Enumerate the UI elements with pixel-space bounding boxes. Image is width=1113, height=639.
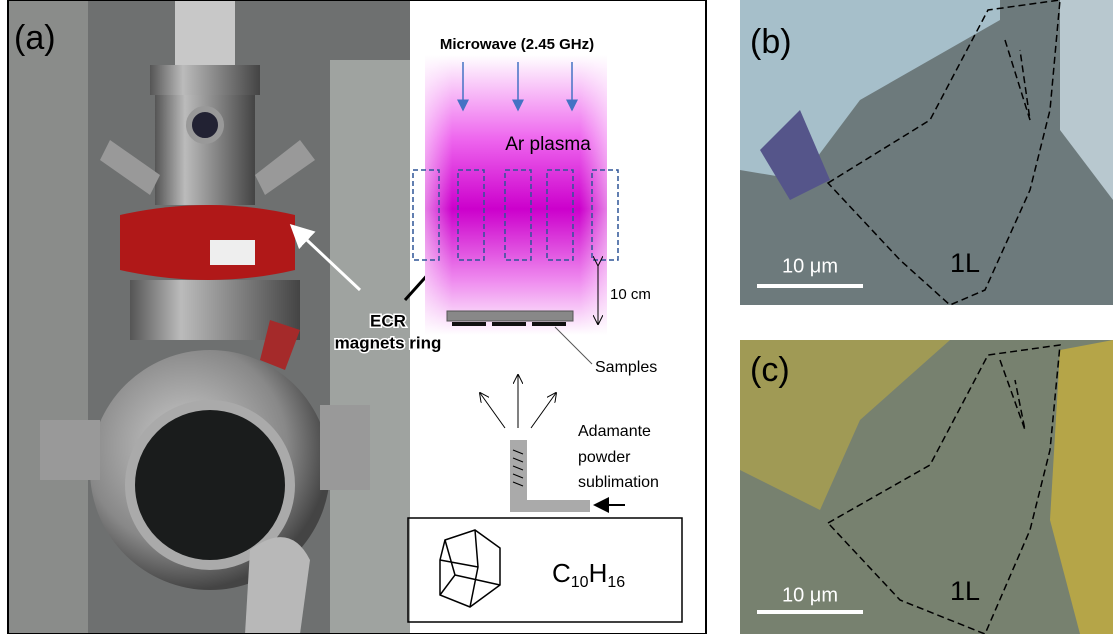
panel-label: (c) (750, 351, 790, 389)
formula-count: 16 (607, 574, 625, 591)
foil-pipe (245, 537, 310, 634)
panel-b: (b) 10 μm 1L (740, 0, 1113, 305)
port (40, 420, 100, 480)
annotation: magnets ring (335, 333, 442, 352)
label-tag (210, 240, 255, 265)
plasma-label: Ar plasma (505, 134, 591, 155)
panel-a: (a) ECR magnets ring (8, 0, 475, 634)
formula-box (408, 518, 682, 622)
panel-label: (b) (750, 23, 792, 61)
figure: (a) ECR magnets ring Microwave (2.45 GHz… (0, 0, 1113, 634)
panel-c: (c) 10 μm 1L (740, 340, 1113, 634)
formula-element: H (589, 558, 608, 588)
layer-label: 1L (950, 248, 980, 278)
layer-label: 1L (950, 576, 980, 606)
flange (150, 65, 260, 95)
sublimation-label: Adamante (578, 423, 651, 440)
sublimation-label: sublimation (578, 474, 659, 491)
distance-label: 10 cm (610, 286, 651, 303)
formula-count: 10 (571, 574, 589, 591)
annotation: ECR (370, 311, 406, 330)
photo-wall (8, 0, 88, 634)
adamantane-structure (440, 530, 500, 607)
scale-label: 10 μm (782, 584, 838, 606)
samples-label: Samples (595, 359, 657, 376)
vapor-arrow (480, 393, 505, 428)
sample-holder (447, 311, 573, 321)
formula-element: C (552, 558, 571, 588)
scale-label: 10 μm (782, 255, 838, 277)
foil-pipe (175, 0, 235, 70)
formula: C10H16 (552, 558, 625, 591)
viewport (189, 109, 221, 141)
samples (452, 322, 566, 326)
panel-label: (a) (14, 19, 56, 57)
microwave-label: Microwave (2.45 GHz) (440, 36, 594, 53)
vapor-arrow (531, 393, 556, 428)
sublimation-label: powder (578, 449, 631, 466)
port (320, 405, 370, 490)
ecr-magnets (120, 205, 295, 280)
plasma-edge (425, 55, 607, 335)
